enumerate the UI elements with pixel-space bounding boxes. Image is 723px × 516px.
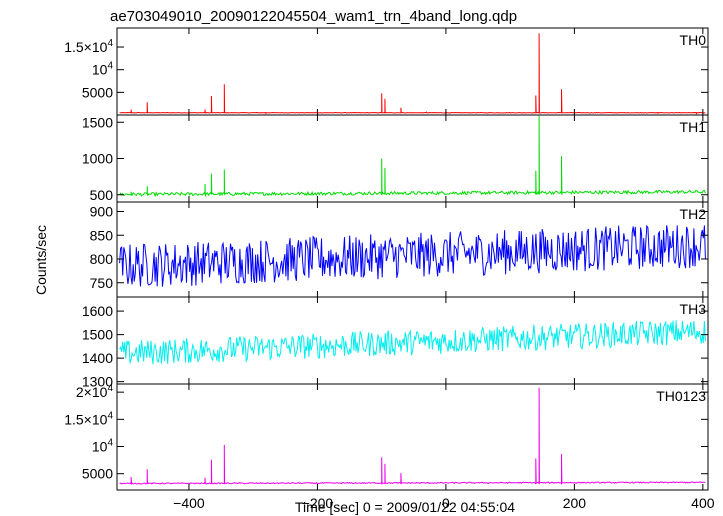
- y-tick-label: 1500: [82, 327, 113, 343]
- panels-layer: 5000 104 1.5×104 TH0 500 1000 1500 TH1 750 800 850…: [64, 27, 715, 511]
- panel-label: TH1: [680, 119, 707, 135]
- panel-th0: 5000 104 1.5×104 TH0: [64, 27, 709, 116]
- series-th0123: [119, 387, 706, 486]
- series-th3: [119, 320, 706, 365]
- y-tick-label: 5000: [82, 84, 113, 100]
- y-tick-label: 1.5×104: [64, 38, 113, 55]
- series-th1: [119, 115, 706, 198]
- y-tick-label: 1.5×104: [64, 410, 113, 427]
- y-tick-label: 1300: [82, 374, 113, 390]
- y-tick-label: 1400: [82, 350, 113, 366]
- y-tick-label: 800: [90, 251, 114, 267]
- panel-label: TH2: [680, 206, 707, 222]
- panel-th0123: 5000 104 1.5×104 2×104 TH0123: [64, 383, 709, 491]
- panel-label: TH3: [680, 301, 707, 317]
- y-tick-label: 1500: [82, 114, 113, 130]
- panel-label: TH0123: [656, 388, 706, 404]
- x-axis-label: Time [sec] 0 = 2009/01/22 04:55:04: [295, 499, 515, 515]
- panel-frame: [116, 27, 709, 116]
- panel-label: TH0: [680, 32, 707, 48]
- y-tick-label: 500: [90, 187, 114, 203]
- y-tick-label: 750: [90, 275, 114, 291]
- x-tick-label: 200: [563, 495, 587, 511]
- panel-th1: 500 1000 1500 TH1: [82, 114, 709, 203]
- x-tick-label: −200: [302, 495, 334, 511]
- y-axis-label: Counts/sec: [33, 225, 49, 295]
- x-tick-label: 400: [691, 495, 715, 511]
- panel-th2: 750 800 850 900 TH2: [90, 201, 709, 298]
- series-th0: [119, 33, 706, 116]
- y-tick-label: 2×104: [76, 383, 114, 400]
- panel-th3: 1300 1400 1500 1600 TH3: [82, 296, 709, 390]
- panel-frame: [116, 383, 709, 491]
- chart-title: ae703049010_20090122045504_wam1_trn_4ban…: [110, 8, 517, 25]
- x-tick-label: −400: [173, 495, 205, 511]
- y-tick-label: 900: [90, 204, 114, 220]
- y-tick-label: 104: [92, 438, 114, 455]
- series-th2: [119, 224, 706, 287]
- y-tick-label: 1600: [82, 303, 113, 319]
- x-tick-label: 0: [442, 495, 450, 511]
- y-tick-label: 104: [92, 61, 114, 78]
- y-tick-label: 1000: [82, 151, 113, 167]
- y-tick-label: 850: [90, 227, 114, 243]
- panel-frame: [116, 114, 709, 203]
- y-tick-label: 5000: [82, 466, 113, 482]
